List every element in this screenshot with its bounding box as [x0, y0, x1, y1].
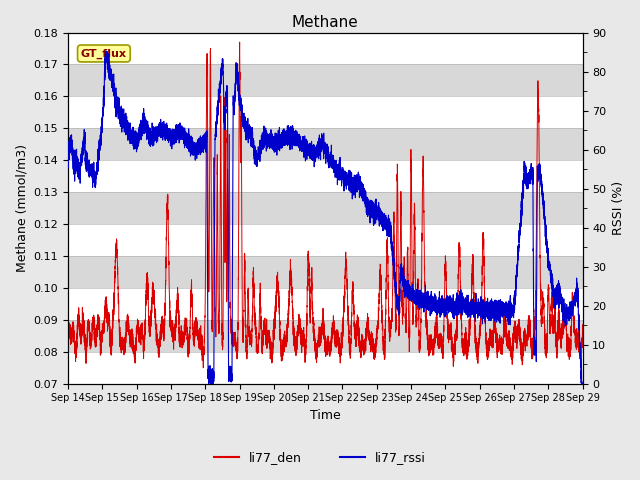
- Bar: [68, 160, 582, 192]
- Text: GT_flux: GT_flux: [81, 48, 127, 59]
- Bar: [68, 352, 582, 384]
- Bar: [68, 256, 582, 288]
- Bar: [68, 96, 582, 128]
- Y-axis label: RSSI (%): RSSI (%): [612, 181, 625, 235]
- Bar: [68, 192, 582, 224]
- Bar: [68, 224, 582, 256]
- Bar: [68, 64, 582, 96]
- Bar: [68, 288, 582, 320]
- Bar: [68, 128, 582, 160]
- Title: Methane: Methane: [292, 15, 358, 30]
- Bar: [68, 320, 582, 352]
- Bar: [68, 33, 582, 64]
- Y-axis label: Methane (mmol/m3): Methane (mmol/m3): [15, 144, 28, 272]
- X-axis label: Time: Time: [310, 409, 340, 422]
- Legend: li77_den, li77_rssi: li77_den, li77_rssi: [209, 446, 431, 469]
